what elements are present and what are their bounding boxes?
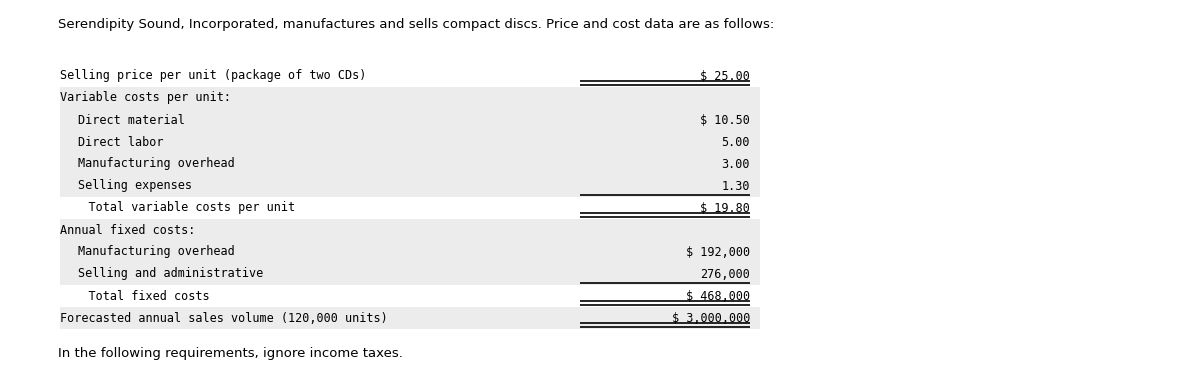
Bar [60,131,760,153]
Text: $ 3,000,000: $ 3,000,000 [672,311,750,325]
Text: Total variable costs per unit: Total variable costs per unit [60,202,295,214]
Text: Selling and administrative: Selling and administrative [78,268,263,280]
Text: Direct material: Direct material [78,113,185,127]
Bar [60,87,760,109]
Text: 276,000: 276,000 [700,268,750,280]
Bar [60,219,760,241]
Text: 1.30: 1.30 [721,179,750,193]
Text: Manufacturing overhead: Manufacturing overhead [78,246,235,258]
Bar [60,175,760,197]
Text: Annual fixed costs:: Annual fixed costs: [60,224,196,236]
Text: Serendipity Sound, Incorporated, manufactures and sells compact discs. Price and: Serendipity Sound, Incorporated, manufac… [58,18,774,31]
Bar [60,307,760,329]
Text: Total fixed costs: Total fixed costs [60,290,210,303]
Bar [60,109,760,131]
Text: Direct labor: Direct labor [78,135,163,149]
Text: In the following requirements, ignore income taxes.: In the following requirements, ignore in… [58,347,403,360]
Bar [60,241,760,263]
Text: 3.00: 3.00 [721,157,750,171]
Text: $ 10.50: $ 10.50 [700,113,750,127]
Text: Forecasted annual sales volume (120,000 units): Forecasted annual sales volume (120,000 … [60,311,388,325]
Text: $ 25.00: $ 25.00 [700,70,750,82]
Text: $ 19.80: $ 19.80 [700,202,750,214]
Text: 5.00: 5.00 [721,135,750,149]
Text: Selling price per unit (package of two CDs): Selling price per unit (package of two C… [60,70,366,82]
Text: Variable costs per unit:: Variable costs per unit: [60,92,230,105]
Text: $ 468,000: $ 468,000 [686,290,750,303]
Text: Manufacturing overhead: Manufacturing overhead [78,157,235,171]
Bar [60,263,760,285]
Text: $ 192,000: $ 192,000 [686,246,750,258]
Text: Selling expenses: Selling expenses [78,179,192,193]
Bar [60,153,760,175]
